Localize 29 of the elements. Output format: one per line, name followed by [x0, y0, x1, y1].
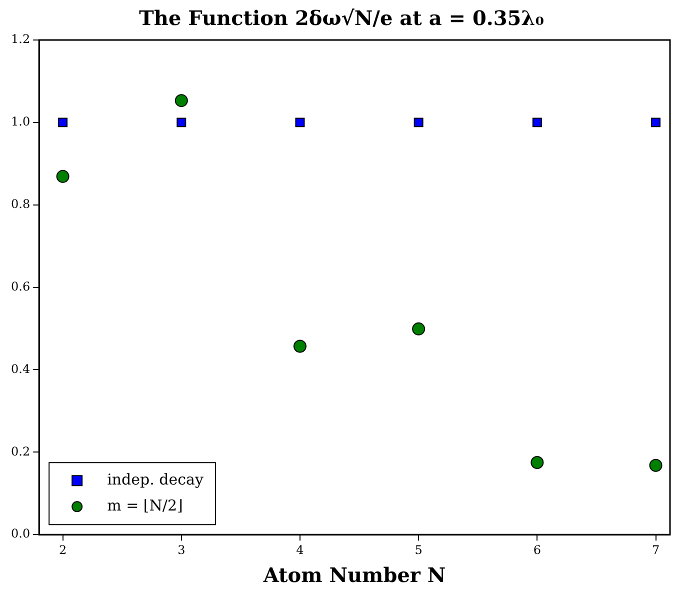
y-tick-label: 1.0	[10, 114, 30, 129]
point	[414, 118, 424, 128]
x-tick-label: 3	[178, 542, 186, 557]
point	[174, 94, 188, 108]
point	[56, 170, 70, 183]
point	[295, 118, 305, 128]
x-tick-label: 7	[652, 542, 660, 557]
point	[58, 118, 68, 128]
point	[412, 322, 426, 336]
point	[532, 118, 542, 128]
point	[649, 458, 662, 472]
y-tick-label: 0.8	[10, 196, 30, 211]
x-tick-label: 2	[58, 542, 67, 557]
point	[530, 456, 544, 469]
legend-label: indep. decay	[107, 470, 204, 488]
y-tick-label: 0.6	[10, 279, 30, 294]
legend-label: m = ⌊N/2⌋	[107, 496, 183, 514]
x-tick-label: 6	[533, 542, 541, 557]
y-tick-label: 0.2	[10, 444, 30, 458]
x-tick-label: 4	[296, 542, 304, 557]
x-tick-label: 5	[414, 542, 422, 557]
point	[293, 340, 306, 353]
y-tick-label: 1.2	[10, 32, 30, 46]
y-tick-label: 0.4	[10, 362, 30, 376]
x-axis-title: Atom Number N	[262, 563, 446, 588]
y-tick-label: 0.0	[10, 526, 30, 541]
point	[651, 118, 661, 128]
chart-title: The Function 2δω√N/e at a = 0.35λ₀	[139, 6, 544, 30]
point	[176, 118, 186, 128]
